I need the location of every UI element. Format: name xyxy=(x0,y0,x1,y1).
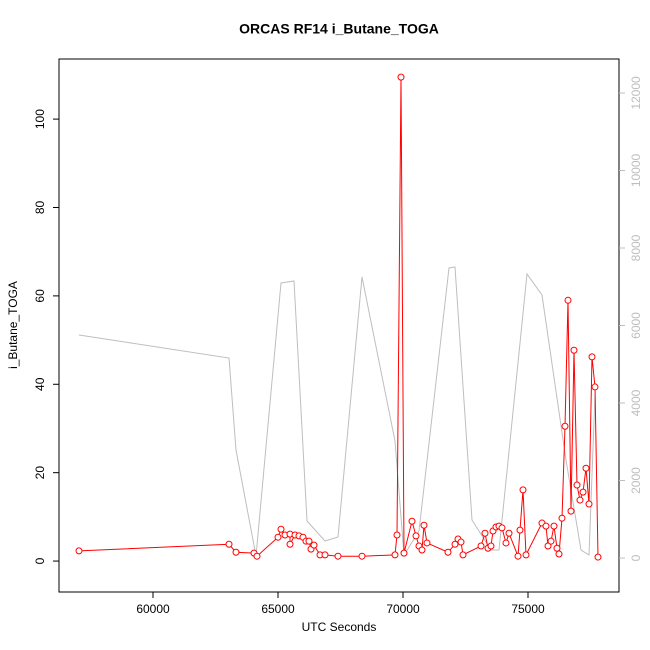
data-point xyxy=(225,540,233,548)
data-point xyxy=(451,540,459,548)
y-tick-label: 100 xyxy=(33,109,47,129)
data-point xyxy=(567,507,575,515)
data-point xyxy=(498,524,506,532)
data-point xyxy=(553,544,561,552)
y-tick-label: 20 xyxy=(33,466,47,480)
data-point xyxy=(321,551,329,559)
data-point xyxy=(393,531,401,539)
y-tick-label: 60 xyxy=(33,289,47,303)
data-point xyxy=(588,353,596,361)
data-point xyxy=(400,549,408,557)
data-point xyxy=(412,532,420,540)
data-point xyxy=(397,73,405,81)
data-point xyxy=(561,422,569,430)
data-point xyxy=(576,496,584,504)
x-tick-label: 65000 xyxy=(261,602,295,616)
y-tick-label: 40 xyxy=(33,377,47,391)
data-point xyxy=(75,547,83,555)
x-axis-label: UTC Seconds xyxy=(302,620,377,634)
data-point xyxy=(519,486,527,494)
data-point xyxy=(420,521,428,529)
x-tick-label: 70000 xyxy=(386,602,420,616)
data-point xyxy=(418,546,426,554)
data-point xyxy=(334,552,342,560)
data-point xyxy=(582,464,590,472)
data-point xyxy=(558,514,566,522)
data-point xyxy=(310,541,318,549)
data-point xyxy=(594,553,602,561)
y-tick-label: 0 xyxy=(33,557,47,564)
data-point xyxy=(274,533,282,541)
data-point xyxy=(457,538,465,546)
data-point xyxy=(564,296,572,304)
data-point xyxy=(358,552,366,560)
data-point xyxy=(579,488,587,496)
data-point xyxy=(423,539,431,547)
data-point xyxy=(444,548,452,556)
y2-tick-label: 12000 xyxy=(629,76,643,110)
data-point xyxy=(522,551,530,559)
data-point xyxy=(286,540,294,548)
x-tick-label: 75000 xyxy=(511,602,545,616)
data-point xyxy=(391,551,399,559)
data-point xyxy=(459,551,467,559)
data-point xyxy=(591,383,599,391)
data-point xyxy=(547,537,555,545)
data-point xyxy=(487,542,495,550)
data-point xyxy=(516,526,524,534)
data-point xyxy=(477,542,485,550)
data-point xyxy=(570,346,578,354)
y2-tick-label: 8000 xyxy=(629,234,643,261)
chart-title: ORCAS RF14 i_Butane_TOGA xyxy=(239,21,439,37)
y2-tick-label: 4000 xyxy=(629,389,643,416)
data-point xyxy=(585,500,593,508)
y2-tick-label: 2000 xyxy=(629,467,643,494)
y-tick-label: 80 xyxy=(33,201,47,215)
data-point xyxy=(573,481,581,489)
data-point xyxy=(544,542,552,550)
data-point xyxy=(550,522,558,530)
data-point xyxy=(514,552,522,560)
series-line xyxy=(78,266,596,557)
data-point xyxy=(542,522,550,530)
y2-tick-label: 0 xyxy=(629,554,643,561)
data-point xyxy=(502,539,510,547)
data-point xyxy=(232,548,240,556)
y2-tick-label: 6000 xyxy=(629,312,643,339)
data-point xyxy=(305,537,313,545)
data-point xyxy=(277,525,285,533)
y-axis-label: i_Butane_TOGA xyxy=(6,281,20,369)
data-point xyxy=(481,529,489,537)
data-point xyxy=(408,517,416,525)
data-point xyxy=(505,529,513,537)
y2-tick-label: 10000 xyxy=(629,153,643,187)
data-point xyxy=(555,550,563,558)
x-tick-label: 60000 xyxy=(136,602,170,616)
data-point xyxy=(253,552,261,560)
